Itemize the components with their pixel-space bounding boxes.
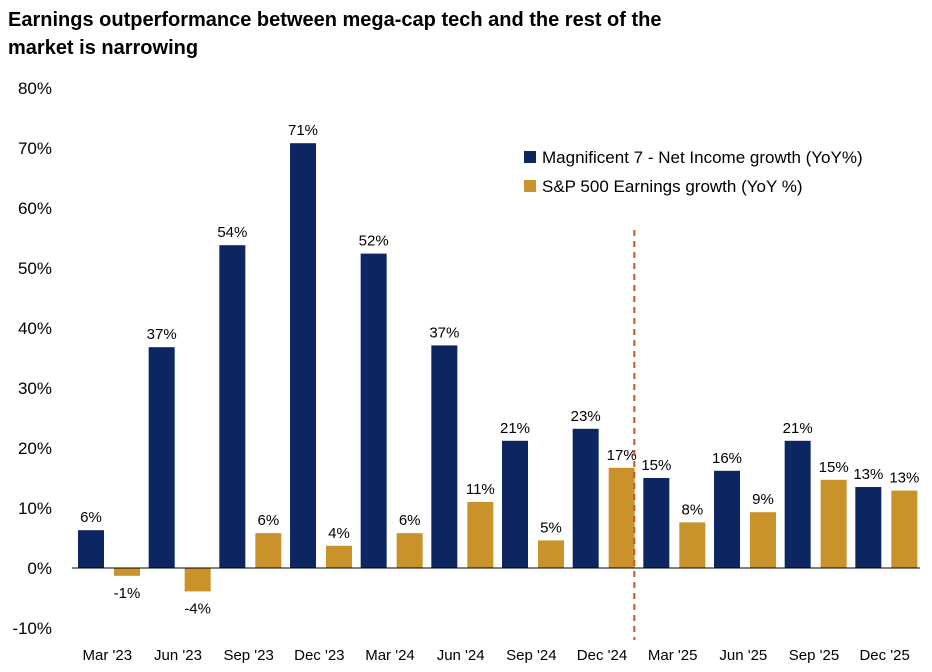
data-label-sp500: 4% <box>328 525 350 542</box>
y-axis: -10% 0% 10% 20% 30% 40% 50% 60% 70% 80% <box>12 79 52 638</box>
legend-label-sp500: S&P 500 Earnings growth (YoY %) <box>542 177 803 196</box>
bar-sp500 <box>114 568 140 576</box>
y-tick-label: 40% <box>18 319 52 338</box>
y-tick-label: 30% <box>18 379 52 398</box>
bar-sp500 <box>608 467 635 568</box>
y-tick-label: 60% <box>18 199 52 218</box>
x-tick-label: Dec '24 <box>577 647 627 664</box>
x-tick-label: Sep '25 <box>789 647 839 664</box>
x-tick-label: Mar '25 <box>648 647 698 664</box>
data-label-sp500: 8% <box>681 501 703 518</box>
x-tick-label: Dec '25 <box>859 647 909 664</box>
y-tick-label: 50% <box>18 259 52 278</box>
bar-mag7 <box>78 530 104 568</box>
x-tick-label: Mar '23 <box>83 647 133 664</box>
bar-sp500 <box>396 533 423 568</box>
data-label-sp500: 5% <box>540 519 562 536</box>
y-tick-label: 70% <box>18 139 52 158</box>
chart-title-line-1: Earnings outperformance between mega-cap… <box>8 9 662 31</box>
data-label-mag7: 23% <box>571 408 601 425</box>
bar-mag7 <box>572 428 599 568</box>
x-tick-label: Dec '23 <box>294 647 344 664</box>
bar-mag7 <box>784 440 811 568</box>
data-label-mag7: 21% <box>783 420 813 437</box>
bar-sp500 <box>891 490 918 568</box>
bar-sp500 <box>750 512 776 568</box>
bar-sp500 <box>467 502 494 568</box>
data-label-mag7: 52% <box>359 233 389 250</box>
data-label-sp500: -1% <box>114 585 141 602</box>
x-tick-label: Sep '23 <box>223 647 273 664</box>
bar-sp500 <box>255 533 282 568</box>
y-tick-label: -10% <box>12 619 52 638</box>
legend: Magnificent 7 - Net Income growth (YoY%)… <box>524 148 863 196</box>
bar-mag7 <box>502 440 528 568</box>
legend-label-mag7: Magnificent 7 - Net Income growth (YoY%) <box>542 148 863 167</box>
bar-mag7 <box>290 143 316 568</box>
chart-title-line-2: market is narrowing <box>8 37 199 59</box>
data-label-mag7: 13% <box>853 466 883 483</box>
x-axis: Mar '23 Jun '23 Sep '23 Dec '23 Mar '24 Jun '… <box>72 230 920 664</box>
data-label-sp500: 9% <box>752 491 774 508</box>
data-label-mag7: 6% <box>80 509 102 526</box>
legend-swatch-mag7 <box>524 151 536 163</box>
bar-mag7 <box>148 347 175 568</box>
x-tick-label: Jun '23 <box>154 647 202 664</box>
bar-sp500 <box>326 545 352 568</box>
data-label-sp500: 6% <box>399 512 421 529</box>
x-tick-label: Jun '24 <box>437 647 485 664</box>
bar-sp500 <box>820 479 847 568</box>
x-tick-label: Jun '25 <box>719 647 767 664</box>
data-label-sp500: -4% <box>184 600 211 617</box>
y-tick-label: 20% <box>18 439 52 458</box>
x-tick-label: Sep '24 <box>506 647 556 664</box>
data-label-mag7: 71% <box>288 122 318 139</box>
y-tick-label: 10% <box>18 499 52 518</box>
bar-mag7 <box>714 470 740 568</box>
y-tick-label: 0% <box>27 559 52 578</box>
bars <box>78 143 918 592</box>
data-label-mag7: 37% <box>429 324 459 341</box>
bar-mag7 <box>360 253 387 568</box>
data-label-mag7: 21% <box>500 420 530 437</box>
x-tick-label: Mar '24 <box>365 647 415 664</box>
data-label-sp500: 11% <box>466 481 495 498</box>
bar-mag7 <box>855 487 882 568</box>
data-label-sp500: 17% <box>607 447 637 464</box>
data-label-sp500: 15% <box>819 459 849 476</box>
bar-mag7 <box>219 245 246 568</box>
data-label-mag7: 16% <box>712 450 742 467</box>
data-label-mag7: 37% <box>147 326 177 343</box>
chart-title: Earnings outperformance between mega-cap… <box>8 6 768 62</box>
data-labels: 6% -1% 37% -4% 54% 6% 71% 4% 52% 6% 37% 11% 21% 5% 23%… <box>80 122 919 617</box>
bar-mag7 <box>643 478 670 568</box>
data-label-mag7: 54% <box>217 224 247 241</box>
y-tick-label: 80% <box>18 79 52 98</box>
bar-sp500 <box>538 540 564 568</box>
data-label-sp500: 13% <box>889 470 919 487</box>
bar-sp500 <box>679 522 706 568</box>
bar-sp500 <box>184 568 211 592</box>
bar-mag7 <box>431 345 458 568</box>
data-label-mag7: 15% <box>641 457 671 474</box>
data-label-sp500: 6% <box>257 512 279 529</box>
legend-swatch-sp500 <box>524 180 536 192</box>
